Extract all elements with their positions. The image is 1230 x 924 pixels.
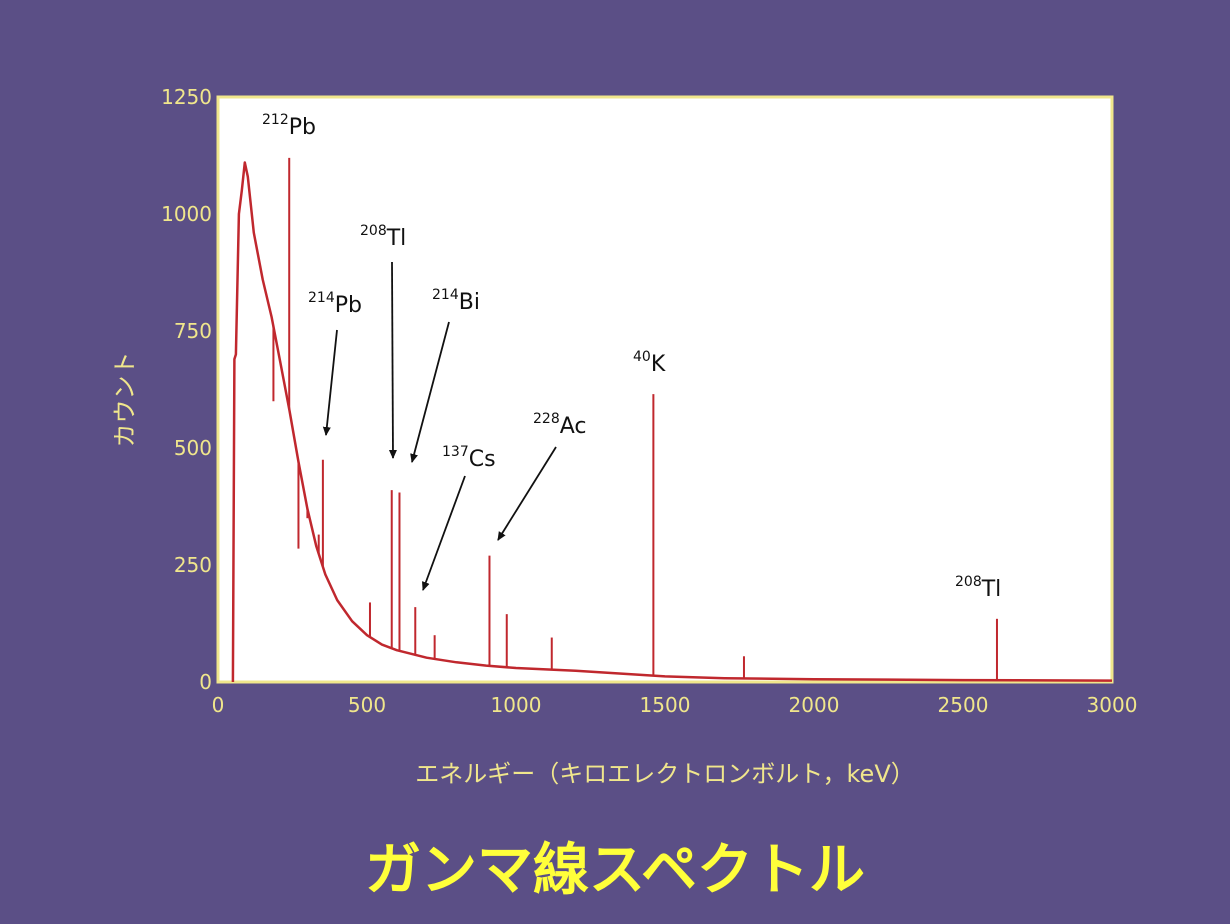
y-tick-label: 1250 <box>161 85 212 109</box>
y-axis-title: カウント <box>111 352 139 448</box>
isotope-symbol: Ac <box>560 414 587 439</box>
isotope-label: 212Pb <box>262 112 316 140</box>
isotope-label: 214Bi <box>432 287 480 315</box>
isotope-label: 208Tl <box>360 223 406 251</box>
annotation-arrow <box>388 261 397 459</box>
isotope-mass-number: 208 <box>955 574 982 590</box>
slide-title: ガンマ線スペクトル <box>364 838 866 903</box>
isotope-label: 208Tl <box>955 574 1001 602</box>
isotope-symbol: K <box>651 352 666 377</box>
isotope-mass-number: 214 <box>432 287 459 303</box>
annotation-arrow <box>422 475 466 591</box>
isotope-mass-number: 208 <box>360 223 387 239</box>
isotope-mass-number: 214 <box>308 290 335 306</box>
x-axis-title: エネルギー（キロエレクトロンボルト，keV） <box>415 760 915 788</box>
x-tick-label: 500 <box>348 693 386 717</box>
annotation-arrow <box>497 446 557 541</box>
y-tick-label: 0 <box>199 670 212 694</box>
y-tick-label: 750 <box>174 319 212 343</box>
spectrum-continuum <box>231 161 1113 683</box>
x-tick-label: 1000 <box>491 693 542 717</box>
isotope-symbol: Tl <box>386 226 407 251</box>
annotation-arrow <box>322 329 338 436</box>
isotope-label: 214Pb <box>308 290 362 318</box>
isotope-label: 228Ac <box>533 411 587 439</box>
x-tick-label: 1500 <box>640 693 691 717</box>
x-tick-label: 2500 <box>938 693 989 717</box>
y-tick-label: 500 <box>174 436 212 460</box>
x-tick-label: 2000 <box>789 693 840 717</box>
isotope-symbol: Cs <box>469 447 496 472</box>
isotope-mass-number: 212 <box>262 112 289 128</box>
x-tick-label: 3000 <box>1087 693 1138 717</box>
isotope-symbol: Pb <box>289 115 316 140</box>
y-tick-label: 1000 <box>161 202 212 226</box>
axis-ticks: 0 250 500 750 1000 1250 0 500 1000 1500 2000 2500 30… <box>161 85 1137 717</box>
isotope-symbol: Pb <box>335 293 362 318</box>
spectrum-series <box>231 157 1113 683</box>
plot-area <box>216 95 1114 684</box>
isotope-label: 137Cs <box>442 444 496 472</box>
annotation-arrow <box>410 321 450 463</box>
isotope-label: 40K <box>633 349 666 377</box>
isotope-symbol: Bi <box>459 290 480 315</box>
isotope-mass-number: 137 <box>442 444 469 460</box>
isotope-symbol: Tl <box>981 577 1002 602</box>
x-tick-label: 0 <box>212 693 225 717</box>
isotope-mass-number: 228 <box>533 411 560 427</box>
y-tick-label: 250 <box>174 553 212 577</box>
isotope-mass-number: 40 <box>633 349 651 365</box>
